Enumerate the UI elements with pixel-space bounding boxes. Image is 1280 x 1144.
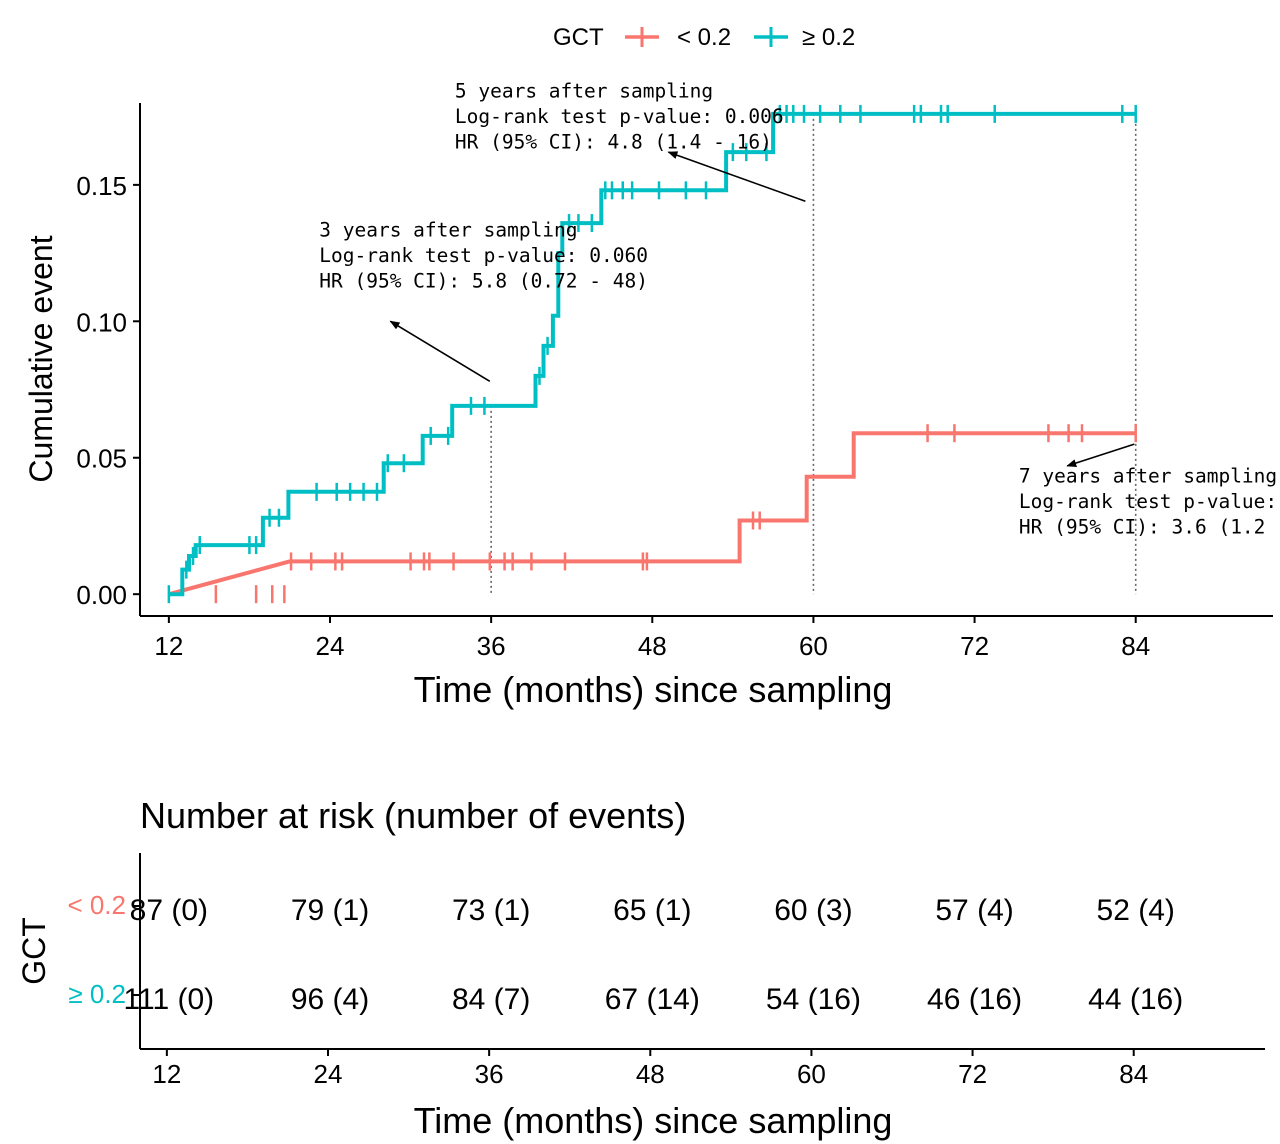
x-tick-label: 24 [316,631,345,661]
legend-label-high: ≥ 0.2 [802,24,855,51]
x-tick-label: 84 [1121,631,1150,661]
risk-x-tick-label: 84 [1119,1059,1148,1089]
risk-x-tick-label: 24 [314,1059,343,1089]
risk-table-rows: < 0.2 87 (0) 79 (1) 73 (1) 65 (1) 60 (3) 57 (4… [67,890,1183,1016]
risk-x-tick-label: 12 [152,1059,181,1089]
annotation-text: Log-rank test p-value: 0.010 [1019,490,1280,513]
risk-cell: 84 (7) [452,983,530,1016]
x-axis-ticks: 12 24 36 48 60 72 84 [154,616,1150,661]
risk-cell: 67 (14) [605,983,700,1016]
censor-marks [167,104,1137,604]
risk-cell: 60 (3) [774,894,852,927]
risk-table: Number at risk (number of events) < 0.2 8… [16,795,1265,1141]
risk-cell: 57 (4) [935,894,1013,927]
risk-cell: 46 (16) [927,983,1022,1016]
annotation-text: Log-rank test p-value: 0.060 [319,244,648,267]
x-tick-label: 48 [638,631,667,661]
risk-x-tick-label: 72 [958,1059,987,1089]
annotation-text: HR (95% CI): 5.8 (0.72 - 48) [319,270,648,293]
risk-table-y-axis-label: GCT [16,917,52,985]
risk-cell: 79 (1) [291,894,369,927]
annotation-arrow [667,151,806,202]
legend: GCT < 0.2 ≥ 0.2 [553,24,855,51]
x-tick-label: 72 [960,631,989,661]
risk-table-x-ticks: 12 24 36 48 60 72 84 [152,1049,1148,1089]
risk-x-tick-label: 36 [475,1059,504,1089]
annotation-text: HR (95% CI): 3.6 (1.2 - 11) [1019,515,1280,538]
annotation-text: 3 years after sampling [319,219,577,242]
risk-cell: 52 (4) [1097,894,1175,927]
annotation-arrow [389,320,491,383]
curve-gct-low [168,431,1136,597]
legend-key-low [625,27,659,47]
y-tick-label: 0.00 [76,580,127,610]
legend-label-low: < 0.2 [677,24,731,51]
annotation-text: HR (95% CI): 4.8 (1.4 - 16) [455,131,772,154]
risk-x-tick-label: 60 [797,1059,826,1089]
y-tick-label: 0.15 [76,171,127,201]
annotation-text: 7 years after sampling [1019,464,1277,487]
x-tick-label: 60 [799,631,828,661]
risk-cell: 96 (4) [291,983,369,1016]
risk-row-label: ≥ 0.2 [68,979,126,1009]
risk-cell: 65 (1) [613,894,691,927]
risk-cell: 44 (16) [1088,983,1183,1016]
curve-gct-high [168,111,1136,597]
y-tick-label: 0.05 [76,444,127,474]
curves [168,111,1136,597]
risk-cell: 87 (0) [130,894,208,927]
x-tick-label: 12 [154,631,183,661]
annotation-text: Log-rank test p-value: 0.006 [455,105,784,128]
x-tick-label: 36 [477,631,506,661]
legend-key-high [754,27,788,47]
annotation-arrow [1066,443,1135,467]
risk-table-title: Number at risk (number of events) [140,795,686,836]
y-axis-ticks: 0.00 0.05 0.10 0.15 [76,171,140,610]
risk-cell: 73 (1) [452,894,530,927]
y-tick-label: 0.10 [76,307,127,337]
risk-row-label: < 0.2 [67,890,126,920]
x-axis-label: Time (months) since sampling [414,669,893,710]
risk-cell: 111 (0) [124,983,215,1016]
risk-x-tick-label: 48 [636,1059,665,1089]
legend-title: GCT [553,24,604,51]
y-axis-label: Cumulative event [23,235,59,482]
annotation-text: 5 years after sampling [455,80,713,103]
risk-cell: 54 (16) [766,983,861,1016]
risk-table-x-axis-label: Time (months) since sampling [414,1100,893,1141]
